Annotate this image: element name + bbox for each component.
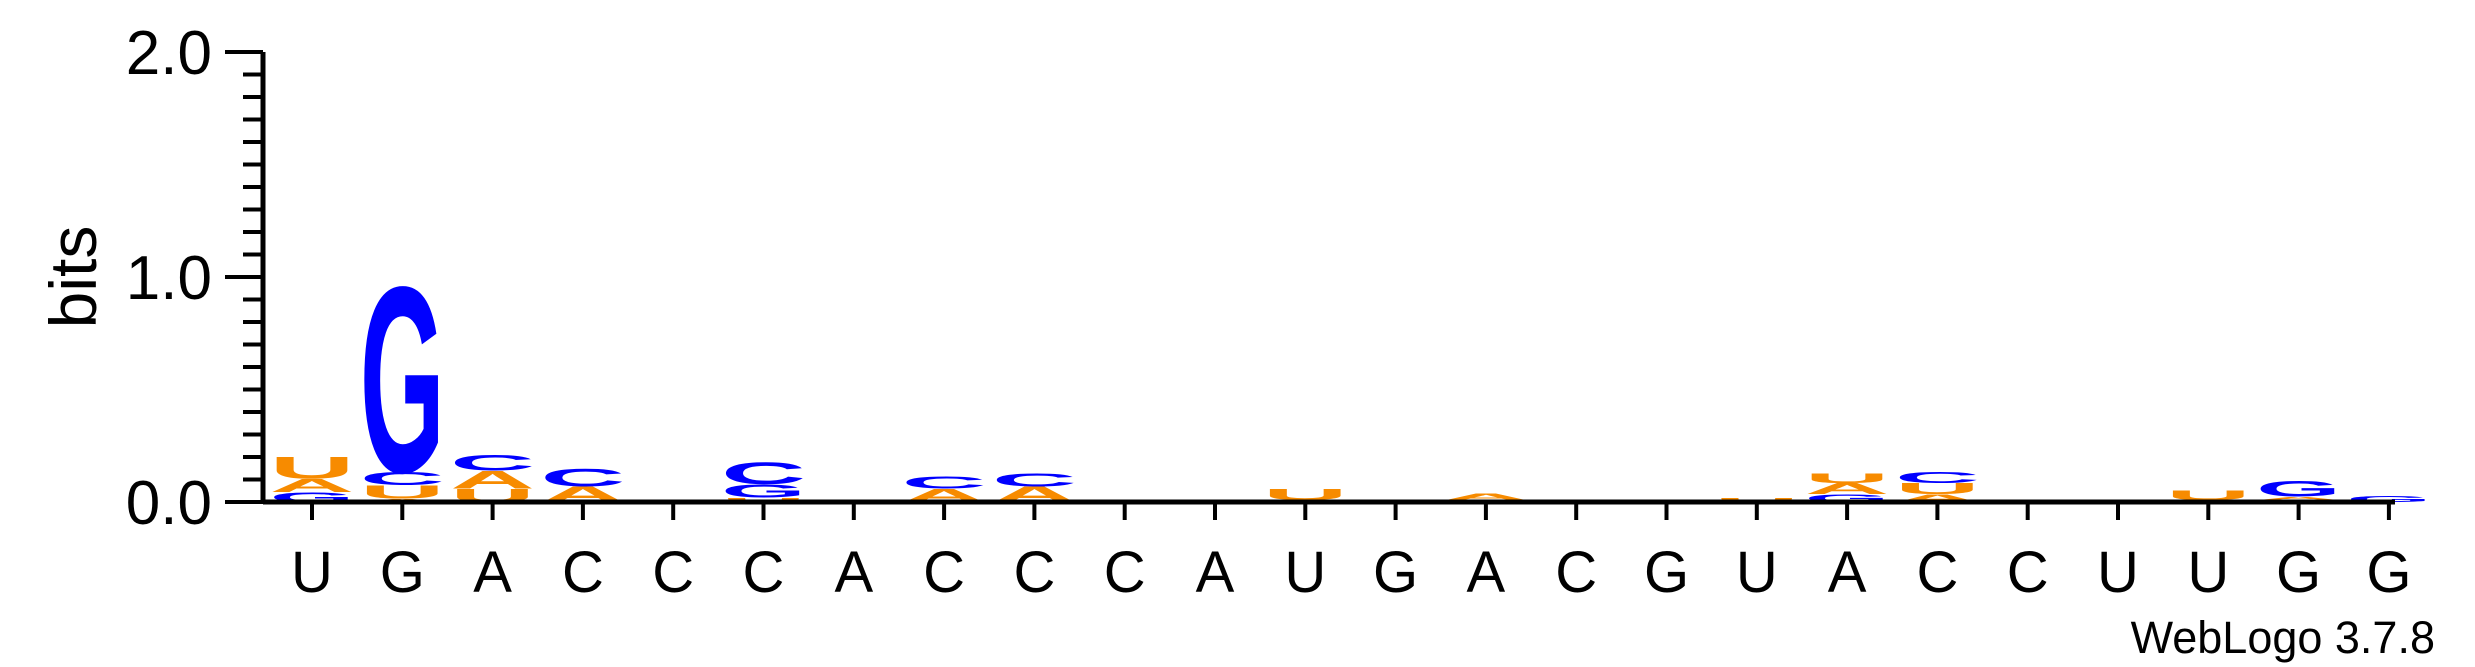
logo-letter-G: G: [2256, 477, 2341, 501]
y-axis-label: bits: [36, 226, 110, 329]
logo-letter-A: A: [1805, 480, 1890, 498]
logo-letter-U: U: [270, 450, 355, 485]
y-ticks: 0.0 1.0 2.0: [126, 19, 263, 538]
logo-letter-A: A: [450, 466, 535, 494]
x-tick-label: U: [291, 540, 333, 605]
x-tick-label: U: [1284, 540, 1326, 605]
x-tick-label: C: [1013, 540, 1055, 605]
x-tick-label: G: [1373, 540, 1418, 605]
logo-letter-G: G: [721, 480, 806, 501]
logo-letter-A: A: [2256, 496, 2341, 501]
x-tick-label: G: [2366, 540, 2411, 605]
logo-letter-U: U: [2166, 487, 2251, 503]
logo-letter-C: C: [1895, 469, 1980, 487]
logo-letter-U: U: [360, 482, 445, 503]
logo-letter-U: U: [721, 497, 806, 500]
logo-letter-C: C: [360, 468, 445, 489]
logo-letter-A: A: [270, 475, 355, 496]
x-tick-label: C: [652, 540, 694, 605]
x-tick-label: U: [2097, 540, 2139, 605]
x-tick-label: C: [1104, 540, 1146, 605]
x-tick-label: C: [2007, 540, 2049, 605]
logo-letter-U: U: [1805, 470, 1890, 486]
logo-letter-C: C: [992, 469, 1077, 490]
y-tick-label: 2.0: [126, 19, 212, 88]
x-tick-label: C: [923, 540, 965, 605]
x-tick-label: U: [2187, 540, 2229, 605]
x-tick-label: A: [473, 540, 512, 605]
x-tick-label: G: [1644, 540, 1689, 605]
logo-letter-C: C: [902, 473, 987, 492]
x-tick-label: C: [562, 540, 604, 605]
y-tick-label: 0.0: [126, 469, 212, 538]
x-tick-label: G: [380, 540, 425, 605]
x-tick-label: U: [1736, 540, 1778, 605]
x-tick-label: A: [1467, 540, 1506, 605]
logo-letter-G: G: [2346, 495, 2431, 504]
logo-letter-U: U: [1263, 486, 1348, 504]
logo-letter-C: C: [721, 456, 806, 491]
logo-letter-A: A: [1443, 492, 1528, 502]
logo-letter-U: U: [1714, 497, 1799, 500]
y-tick-label: 1.0: [126, 244, 212, 313]
x-tick-label: A: [1828, 540, 1867, 605]
x-tick-label: C: [1555, 540, 1597, 605]
logo-glyphs: GAUAUCGUACACAUGCACACAUUAAUGAUAUCAUUAGG: [270, 232, 2432, 529]
logo-letter-C: C: [540, 464, 625, 492]
weblogo-credit: WebLogo 3.7.8: [2131, 612, 2435, 663]
x-tick-label: C: [743, 540, 785, 605]
x-tick-label: C: [1916, 540, 1958, 605]
x-tick-label: A: [1196, 540, 1235, 605]
x-tick-label: A: [834, 540, 873, 605]
logo-letter-C: C: [450, 451, 535, 476]
chart-axes: [260, 52, 2395, 505]
x-tick-label: G: [2276, 540, 2321, 605]
logo-letter-U: U: [1895, 480, 1980, 498]
logo-letter-G: G: [360, 232, 445, 529]
